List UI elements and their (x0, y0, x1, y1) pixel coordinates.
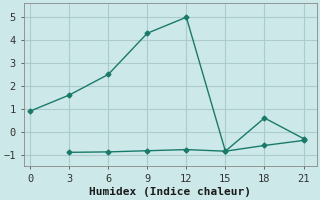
X-axis label: Humidex (Indice chaleur): Humidex (Indice chaleur) (89, 186, 251, 197)
